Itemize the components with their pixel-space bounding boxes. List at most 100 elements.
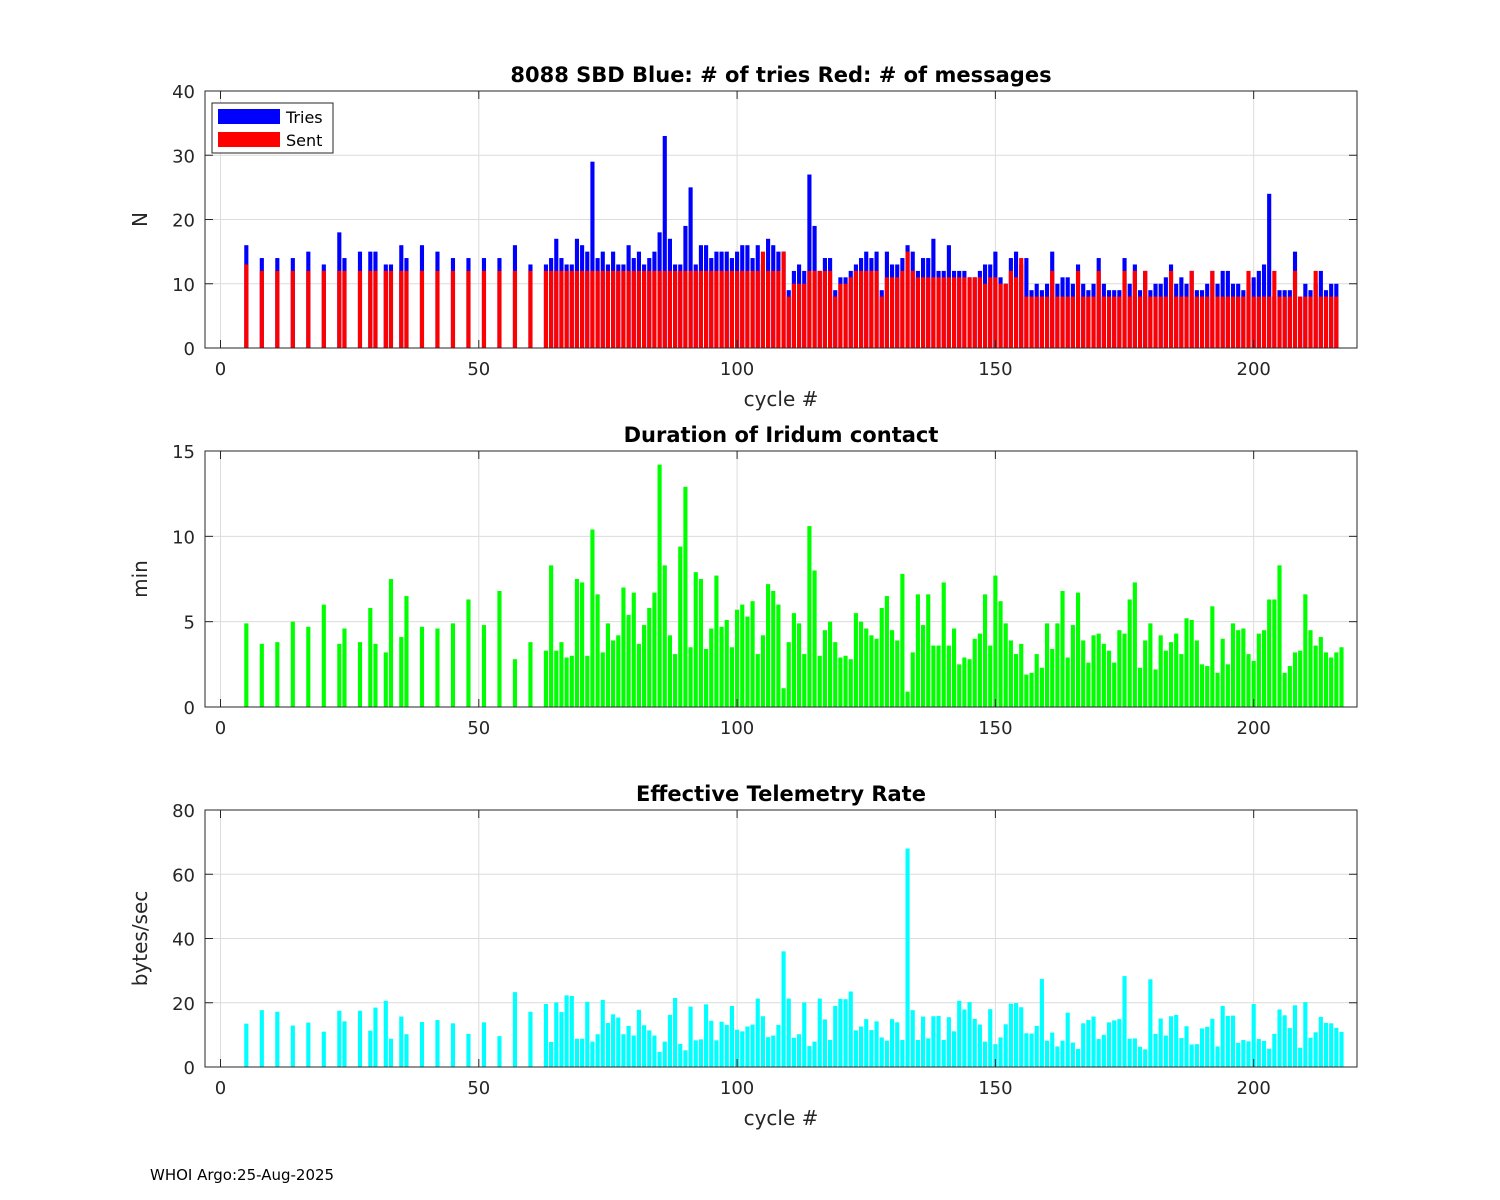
bar-sent <box>1091 296 1096 348</box>
bar <box>760 1016 765 1067</box>
bar <box>657 1051 662 1067</box>
bar <box>709 1020 714 1067</box>
bar <box>915 1040 920 1067</box>
bar <box>631 592 636 707</box>
bar-sent <box>657 270 662 348</box>
y-tick-label: 30 <box>172 146 195 167</box>
bar <box>595 1034 600 1067</box>
bar-sent <box>802 283 807 348</box>
bar <box>1339 1031 1344 1067</box>
bar-sent <box>729 270 734 348</box>
bar <box>626 1025 631 1067</box>
bar <box>1256 1039 1261 1067</box>
bar <box>1039 667 1044 707</box>
bar <box>1277 565 1282 707</box>
bar-sent <box>1215 296 1220 348</box>
bar <box>683 1050 688 1067</box>
bars <box>244 848 1344 1067</box>
bar <box>600 999 605 1067</box>
bar <box>1112 1020 1117 1067</box>
bar <box>683 486 688 707</box>
bar <box>1168 642 1174 707</box>
bar <box>735 1029 740 1067</box>
bar-sent <box>1122 270 1127 348</box>
bar-sent <box>419 270 425 348</box>
bar <box>1060 1040 1065 1067</box>
bar-sent <box>962 277 967 348</box>
bar <box>590 529 595 707</box>
x-tick-label: 150 <box>978 718 1012 739</box>
bar-sent <box>595 270 600 348</box>
bar-sent <box>1081 296 1086 348</box>
bar-sent <box>750 270 755 348</box>
bar <box>1024 674 1029 707</box>
bar <box>337 1010 342 1067</box>
bar <box>869 1030 874 1067</box>
x-tick-label: 0 <box>215 718 226 739</box>
bar-sent <box>1153 296 1158 348</box>
x-tick-label: 200 <box>1237 1078 1271 1099</box>
bar <box>890 630 895 707</box>
bar <box>1225 664 1230 707</box>
bar <box>642 625 647 707</box>
bar <box>678 546 683 707</box>
bar <box>704 1004 709 1067</box>
bar <box>812 570 817 707</box>
bar <box>745 1026 750 1067</box>
bar <box>306 626 311 707</box>
bar <box>853 613 858 707</box>
bar <box>435 628 440 707</box>
bar-sent <box>1225 296 1230 348</box>
bar-sent <box>724 270 729 348</box>
bar <box>1148 623 1153 707</box>
bar-sent <box>1143 270 1148 348</box>
bar <box>466 1033 471 1067</box>
bar <box>895 640 900 707</box>
bar-sent <box>931 277 936 348</box>
bar <box>1256 633 1261 707</box>
bar <box>399 1016 404 1067</box>
bar <box>977 633 982 707</box>
bar <box>554 1002 559 1067</box>
bar-sent <box>342 270 347 348</box>
x-tick-label: 50 <box>467 359 490 380</box>
bar <box>977 1024 982 1067</box>
bar <box>1024 1033 1029 1067</box>
bar-sent <box>771 270 776 348</box>
bar <box>771 590 776 707</box>
bar <box>404 596 409 707</box>
bar <box>910 652 915 707</box>
bar <box>1158 635 1163 707</box>
bar <box>998 601 1003 707</box>
bar <box>1008 1003 1013 1067</box>
bar-sent <box>600 270 605 348</box>
bar <box>828 621 833 707</box>
bar-sent <box>1003 283 1008 348</box>
bar <box>1034 654 1039 707</box>
bar-sent <box>1070 296 1075 348</box>
bar <box>797 623 802 707</box>
bar <box>1117 1019 1122 1067</box>
x-tick-label: 100 <box>720 1078 754 1099</box>
bar-sent <box>843 283 848 348</box>
bar <box>497 590 502 707</box>
bar-sent <box>1060 296 1065 348</box>
bar <box>342 628 347 707</box>
bar-sent <box>1137 296 1143 348</box>
bar <box>1081 1023 1086 1067</box>
bar <box>740 1031 745 1067</box>
bar-sent <box>512 270 518 348</box>
legend: Tries Sent <box>211 102 334 154</box>
bar <box>1101 1034 1106 1067</box>
bar <box>1194 1044 1199 1067</box>
bar-sent <box>642 270 647 348</box>
bar-sent <box>781 251 786 348</box>
bar-tries <box>807 174 812 348</box>
bar <box>1282 1015 1287 1067</box>
bar <box>884 1040 889 1067</box>
bar <box>967 1002 972 1067</box>
bar <box>1339 647 1344 707</box>
bar <box>1029 1033 1034 1067</box>
bar <box>719 1021 724 1067</box>
bar-sent <box>543 270 549 348</box>
